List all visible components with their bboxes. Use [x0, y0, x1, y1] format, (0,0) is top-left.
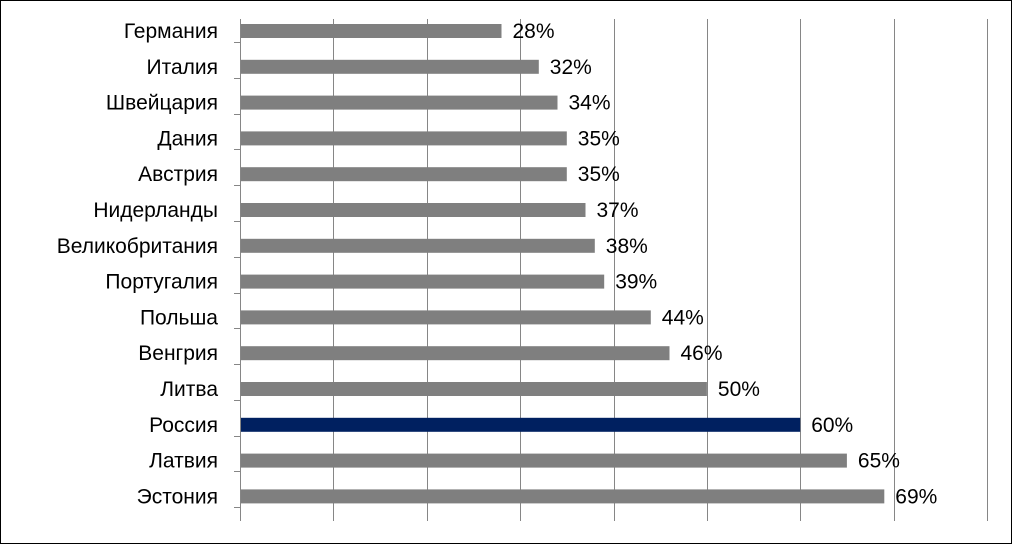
category-label: Россия	[149, 414, 218, 437]
data-label: 32%	[550, 56, 592, 79]
category-label: Португалия	[105, 271, 218, 294]
data-label: 35%	[578, 163, 620, 186]
category-label: Нидерланды	[93, 199, 218, 222]
bar-1	[240, 24, 502, 38]
data-label: 39%	[615, 271, 657, 294]
data-labels: 28% 32% 34% 35% 35% 37% 38% 39%44% 46% 50% 60%65% 6…	[513, 20, 938, 508]
category-label: Литва	[160, 378, 218, 401]
gridlines	[333, 19, 988, 521]
data-label: 37%	[597, 199, 639, 222]
category-label: Швейцария	[106, 92, 218, 115]
bar-14	[240, 489, 885, 504]
category-label: Венгрия	[138, 342, 218, 365]
category-label: Великобритания	[57, 235, 218, 258]
bar-7	[240, 238, 595, 253]
bar-10	[240, 346, 670, 361]
category-label: Германия	[124, 20, 218, 43]
category-label: Дания	[157, 127, 218, 150]
data-label: 38%	[606, 235, 648, 258]
category-label: Эстония	[137, 485, 218, 508]
bar-12	[240, 417, 801, 432]
category-label: Италия	[146, 56, 218, 79]
category-axis	[234, 19, 241, 521]
data-label: 28%	[513, 20, 555, 43]
bar-3	[240, 95, 558, 110]
bar-4	[240, 131, 567, 146]
bar-13	[240, 453, 847, 468]
data-label: 46%	[681, 342, 723, 365]
bar-11	[240, 382, 707, 396]
bar-9	[240, 310, 651, 325]
bar-5	[240, 167, 567, 182]
data-label: 65%	[858, 450, 900, 473]
bars	[240, 24, 885, 504]
data-label: 50%	[718, 378, 760, 401]
category-label: Австрия	[138, 163, 218, 186]
data-label: 44%	[662, 306, 704, 329]
category-label: Польша	[140, 306, 218, 329]
data-label: 69%	[895, 485, 937, 508]
data-label: 60%	[811, 414, 853, 437]
category-labels: Германия Италия Швейцария Дания Австрия Нидер…	[57, 20, 219, 508]
bar-2	[240, 59, 539, 74]
bar-8	[240, 274, 605, 289]
category-label: Латвия	[149, 450, 218, 473]
data-label: 34%	[569, 92, 611, 115]
bar-6	[240, 203, 586, 217]
data-label: 35%	[578, 127, 620, 150]
